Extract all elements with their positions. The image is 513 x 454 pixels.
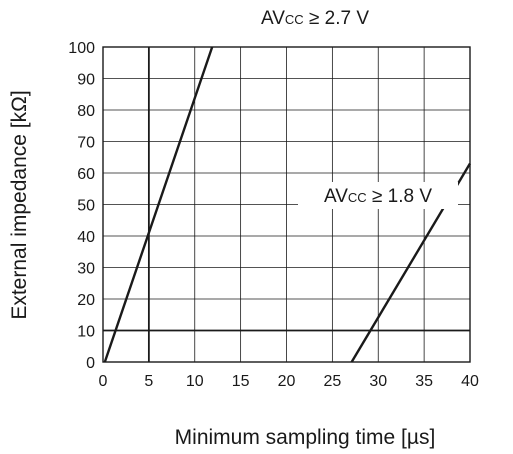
y-tick-labels: 0 10 20 30 40 50 60 70 80 90 100 [68, 40, 95, 372]
x-tick-label: 35 [415, 373, 433, 390]
y-tick-label: 60 [77, 166, 95, 183]
y-tick-label: 100 [68, 40, 95, 57]
y-tick-label: 50 [77, 198, 95, 215]
x-axis-title: Minimum sampling time [µs] [175, 426, 436, 449]
x-tick-label: 20 [278, 373, 296, 390]
x-tick-label: 30 [369, 373, 387, 390]
plot-frame [102, 46, 471, 363]
x-tick-label: 10 [186, 373, 204, 390]
annotations: AVCC ≥ 2.7 V AVCC ≥ 1.8 V [261, 8, 458, 209]
y-tick-label: 70 [77, 135, 95, 152]
x-tick-label: 15 [232, 373, 250, 390]
y-tick-label: 0 [86, 355, 95, 372]
y-tick-label: 30 [77, 261, 95, 278]
y-tick-label: 90 [77, 72, 95, 89]
series-line-1 [103, 46, 214, 363]
x-tick-label: 40 [461, 373, 479, 390]
y-tick-label: 20 [77, 292, 95, 309]
y-axis-title: External impedance [kΩ] [8, 90, 31, 319]
annotation-background [298, 182, 458, 209]
x-tick-label: 5 [144, 373, 153, 390]
x-tick-label: 0 [99, 373, 108, 390]
x-tick-labels: 0 5 10 15 20 25 30 35 40 [99, 373, 479, 390]
series-annotation-1: AVCC ≥ 2.7 V [261, 8, 369, 29]
series-annotation-2: AVCC ≥ 1.8 V [324, 186, 432, 207]
y-tick-label: 10 [77, 324, 95, 341]
x-tick-label: 25 [323, 373, 341, 390]
y-tick-label: 80 [77, 103, 95, 120]
y-tick-label: 40 [77, 229, 95, 246]
plot-area [102, 46, 471, 363]
